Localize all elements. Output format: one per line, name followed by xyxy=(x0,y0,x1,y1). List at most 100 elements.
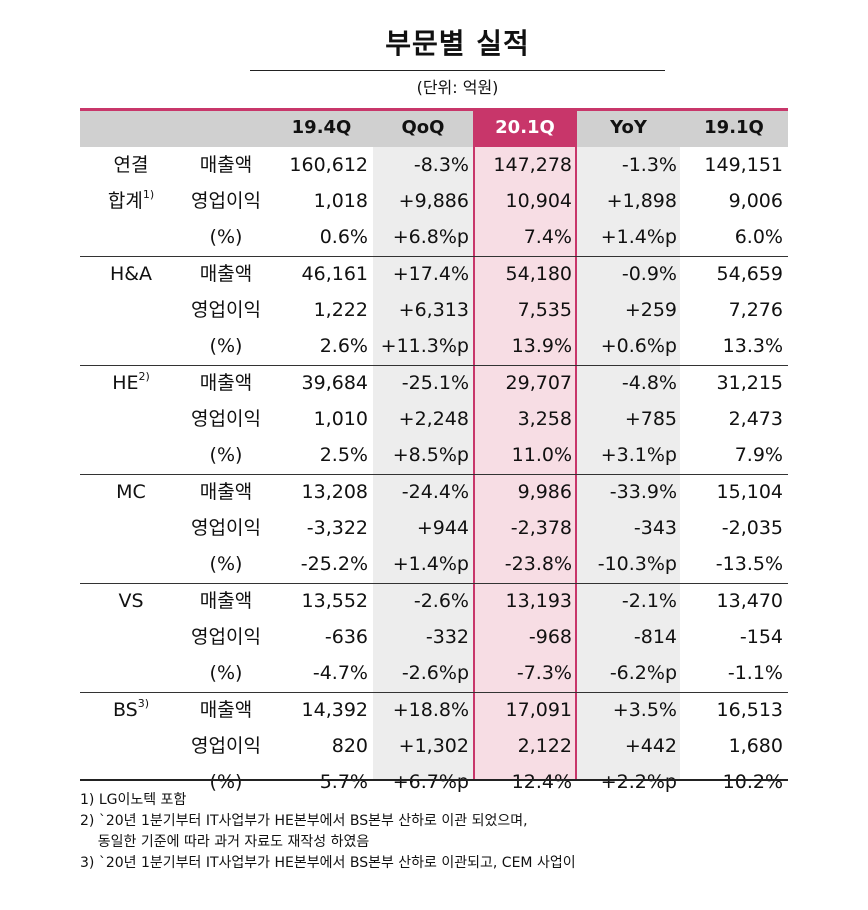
footnote: 동일한 기준에 따라 과거 자료도 재작성 하였음 xyxy=(80,834,370,850)
segment-label xyxy=(80,292,182,328)
metric-label: (%) xyxy=(209,226,243,248)
table-row: VS 매출액 13,552 -2.6% 13,193 -2.1% 13,470 xyxy=(80,583,788,619)
segment-label xyxy=(80,655,182,691)
segment-label: VS xyxy=(80,583,182,619)
value-20-1q: 3,258 xyxy=(517,408,572,430)
metric-label: 영업이익 xyxy=(191,190,261,212)
value-19-4q: -3,322 xyxy=(306,517,368,539)
header-background xyxy=(80,108,788,147)
segment-label: 연결 xyxy=(80,147,182,183)
footnote-marker: 3) xyxy=(137,697,150,710)
table-row: 영업이익 -3,322 +944 -2,378 -343 -2,035 xyxy=(80,510,788,546)
metric-label: 매출액 xyxy=(199,372,253,394)
segment-results-table: 19.4Q QoQ 20.1Q YoY 19.1Q 연결 매출액 160,612 -8… xyxy=(80,108,788,793)
metric-label: 영업이익 xyxy=(191,626,261,648)
segment-name: 합계 xyxy=(107,190,143,212)
footnote-marker: 1) xyxy=(142,188,155,201)
metric-label: 영업이익 xyxy=(191,408,261,430)
segment-label: 합계1) xyxy=(80,183,182,219)
metric-label: (%) xyxy=(209,335,243,357)
value-19-1q: 7.9% xyxy=(734,444,783,466)
value-19-1q: -154 xyxy=(739,626,783,648)
header-20-1q: 20.1Q xyxy=(495,117,555,138)
value-qoq: -25.1% xyxy=(401,372,469,394)
value-yoy: -10.3%p xyxy=(597,553,677,575)
value-qoq: -2.6%p xyxy=(401,662,469,684)
value-qoq: +1.4%p xyxy=(392,553,469,575)
value-19-4q: 46,161 xyxy=(301,263,368,285)
value-19-1q: -1.1% xyxy=(727,662,783,684)
metric-label: (%) xyxy=(209,662,243,684)
group-divider xyxy=(80,692,788,693)
value-yoy: +3.1%p xyxy=(600,444,677,466)
value-20-1q: 13.9% xyxy=(511,335,572,357)
group-divider xyxy=(80,256,788,257)
segment-label: HE2) xyxy=(80,365,182,401)
metric-label: 영업이익 xyxy=(191,517,261,539)
value-qoq: -332 xyxy=(425,626,469,648)
value-20-1q: 13,193 xyxy=(505,590,572,612)
value-19-1q: 2,473 xyxy=(728,408,783,430)
value-19-4q: -25.2% xyxy=(300,553,368,575)
value-20-1q: 54,180 xyxy=(505,263,572,285)
table-row: H&A 매출액 46,161 +17.4% 54,180 -0.9% 54,659 xyxy=(80,256,788,292)
yoy-column-shade xyxy=(577,147,680,781)
table-row: 영업이익 1,222 +6,313 7,535 +259 7,276 xyxy=(80,292,788,328)
segment-label xyxy=(80,401,182,437)
value-yoy: -343 xyxy=(633,517,677,539)
unit-label: (단위: 억원) xyxy=(416,78,499,97)
value-19-1q: 54,659 xyxy=(716,263,783,285)
value-19-1q: 13.3% xyxy=(722,335,783,357)
value-qoq: +6.7%p xyxy=(392,771,469,793)
value-19-1q: 15,104 xyxy=(716,481,783,503)
value-yoy: -1.3% xyxy=(621,154,677,176)
value-20-1q: 147,278 xyxy=(493,154,572,176)
current-quarter-highlight xyxy=(473,108,577,781)
segment-label xyxy=(80,546,182,582)
metric-label: 매출액 xyxy=(199,154,253,176)
table-top-rule xyxy=(80,108,788,111)
value-qoq: -2.6% xyxy=(413,590,469,612)
value-qoq: +8.5%p xyxy=(392,444,469,466)
table-row: (%) 2.6% +11.3%p 13.9% +0.6%p 13.3% xyxy=(80,328,788,364)
value-19-4q: 1,010 xyxy=(313,408,368,430)
table-row: 영업이익 820 +1,302 2,122 +442 1,680 xyxy=(80,728,788,764)
segment-name: VS xyxy=(118,590,144,612)
value-19-4q: 13,552 xyxy=(301,590,368,612)
value-qoq: +17.4% xyxy=(392,263,469,285)
value-19-1q: 6.0% xyxy=(734,226,783,248)
value-19-1q: 1,680 xyxy=(728,735,783,757)
value-20-1q: -7.3% xyxy=(516,662,572,684)
value-yoy: +1,898 xyxy=(606,190,677,212)
metric-label: 매출액 xyxy=(199,263,253,285)
value-qoq: +6,313 xyxy=(398,299,469,321)
value-19-4q: 1,018 xyxy=(313,190,368,212)
metric-label: 매출액 xyxy=(199,481,253,503)
metric-label: (%) xyxy=(209,771,243,793)
table-row: MC 매출액 13,208 -24.4% 9,986 -33.9% 15,104 xyxy=(80,474,788,510)
value-yoy: -6.2%p xyxy=(609,662,677,684)
value-qoq: -8.3% xyxy=(413,154,469,176)
segment-label xyxy=(80,619,182,655)
header-19-1q: 19.1Q xyxy=(704,117,764,138)
footnote: 2) `20년 1분기부터 IT사업부가 HE본부에서 BS본부 산하로 이관 … xyxy=(80,813,528,829)
value-19-1q: 7,276 xyxy=(728,299,783,321)
value-19-1q: -13.5% xyxy=(715,553,783,575)
value-yoy: -4.8% xyxy=(621,372,677,394)
group-divider xyxy=(80,583,788,584)
value-19-4q: 1,222 xyxy=(313,299,368,321)
segment-label xyxy=(80,510,182,546)
value-19-4q: 2.5% xyxy=(319,444,368,466)
segment-label xyxy=(80,437,182,473)
group-divider xyxy=(80,474,788,475)
metric-label: 영업이익 xyxy=(191,299,261,321)
value-qoq: +9,886 xyxy=(398,190,469,212)
segment-label: MC xyxy=(80,474,182,510)
table-row: 영업이익 1,010 +2,248 3,258 +785 2,473 xyxy=(80,401,788,437)
value-19-4q: 820 xyxy=(331,735,368,757)
value-qoq: +1,302 xyxy=(398,735,469,757)
table-row: (%) 2.5% +8.5%p 11.0% +3.1%p 7.9% xyxy=(80,437,788,473)
value-20-1q: 9,986 xyxy=(517,481,572,503)
value-20-1q: 11.0% xyxy=(511,444,572,466)
value-19-4q: -636 xyxy=(324,626,368,648)
